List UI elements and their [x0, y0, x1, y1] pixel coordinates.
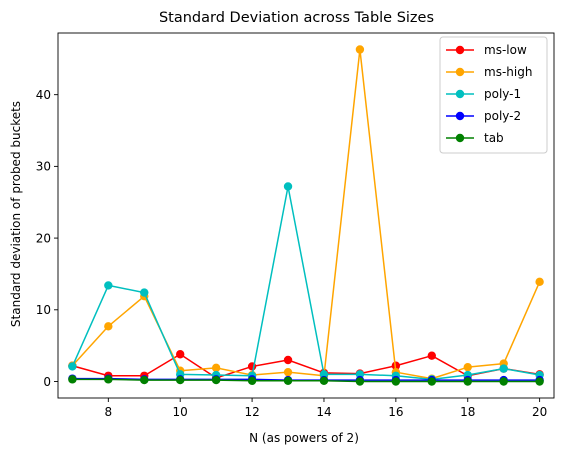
data-point-tab: [463, 377, 472, 386]
series-tab: [68, 375, 544, 386]
data-point-poly-1: [140, 288, 149, 297]
legend: ms-low ms-high poly-1 poly-2 tab: [439, 36, 548, 154]
legend-marker: [455, 67, 465, 77]
chart-title: Standard Deviation across Table Sizes: [159, 10, 434, 26]
legend-item-poly-1: poly-1: [446, 87, 521, 101]
x-tick-label: 20: [532, 405, 547, 419]
legend-item-ms-high: ms-high: [446, 65, 532, 79]
series-line-poly-1: [71, 185, 540, 381]
plot-area: 8 10 12 14 16 18 20 0 10 20 30 40: [36, 32, 555, 419]
data-point-tab: [247, 376, 257, 385]
x-tick-label: 10: [173, 405, 188, 419]
data-point-tab: [535, 377, 544, 386]
legend-marker: [455, 89, 465, 99]
data-point-tab: [176, 375, 185, 385]
data-point-ms-high: [104, 322, 113, 331]
data-point-poly-1: [499, 364, 508, 373]
series-line-ms-high: [71, 48, 541, 380]
y-tick-label: 0: [43, 375, 51, 389]
data-point-ms-high: [355, 45, 365, 54]
legend-item-ms-low: ms-low: [446, 43, 527, 57]
data-point-tab: [427, 377, 436, 386]
data-point-tab: [140, 375, 149, 385]
data-point-tab: [283, 376, 293, 385]
x-axis-label: N (as powers of 2): [249, 431, 359, 445]
x-tick-label: 18: [460, 405, 475, 419]
data-point-tab: [355, 377, 365, 386]
data-point-poly-1: [283, 182, 293, 191]
data-point-ms-high: [463, 362, 472, 372]
data-point-poly-1: [68, 362, 77, 371]
data-point-ms-low: [283, 355, 293, 365]
data-point-ms-low: [427, 351, 436, 360]
data-point-tab: [499, 377, 508, 386]
data-point-ms-high: [211, 363, 221, 373]
y-tick-label: 30: [36, 160, 51, 174]
legend-item-poly-2: poly-2: [446, 109, 521, 123]
data-point-ms-low: [176, 350, 185, 359]
data-point-ms-high: [283, 367, 293, 377]
legend-label: ms-low: [484, 43, 527, 57]
series-line-ms-low: [72, 353, 540, 379]
data-point-tab: [104, 375, 113, 384]
data-point-tab: [211, 375, 221, 385]
data-point-tab: [319, 376, 329, 385]
legend-label: poly-1: [484, 87, 521, 101]
axes-frame: [57, 32, 555, 399]
x-tick-label: 8: [104, 405, 112, 419]
data-point-poly-1: [104, 281, 113, 290]
x-tick-label: 16: [388, 405, 403, 419]
y-tick-label: 10: [36, 303, 51, 317]
y-axis-label: Standard deviation of probed buckets: [9, 101, 23, 327]
legend-label: poly-2: [484, 109, 521, 123]
legend-marker: [455, 45, 465, 55]
legend-item-tab: tab: [446, 131, 504, 145]
legend-label: ms-high: [484, 65, 532, 79]
data-point-tab: [68, 375, 77, 384]
legend-marker: [455, 133, 465, 143]
y-tick-label: 40: [36, 88, 51, 102]
data-point-tab: [391, 377, 401, 386]
x-tick-label: 14: [316, 405, 331, 419]
x-tick-label: 12: [244, 405, 259, 419]
series-line-tab: [72, 378, 540, 383]
legend-label: tab: [484, 131, 504, 145]
data-point-ms-high: [535, 277, 544, 287]
legend-marker: [455, 111, 465, 121]
legend-frame: [439, 36, 548, 154]
y-tick-label: 20: [36, 231, 51, 245]
